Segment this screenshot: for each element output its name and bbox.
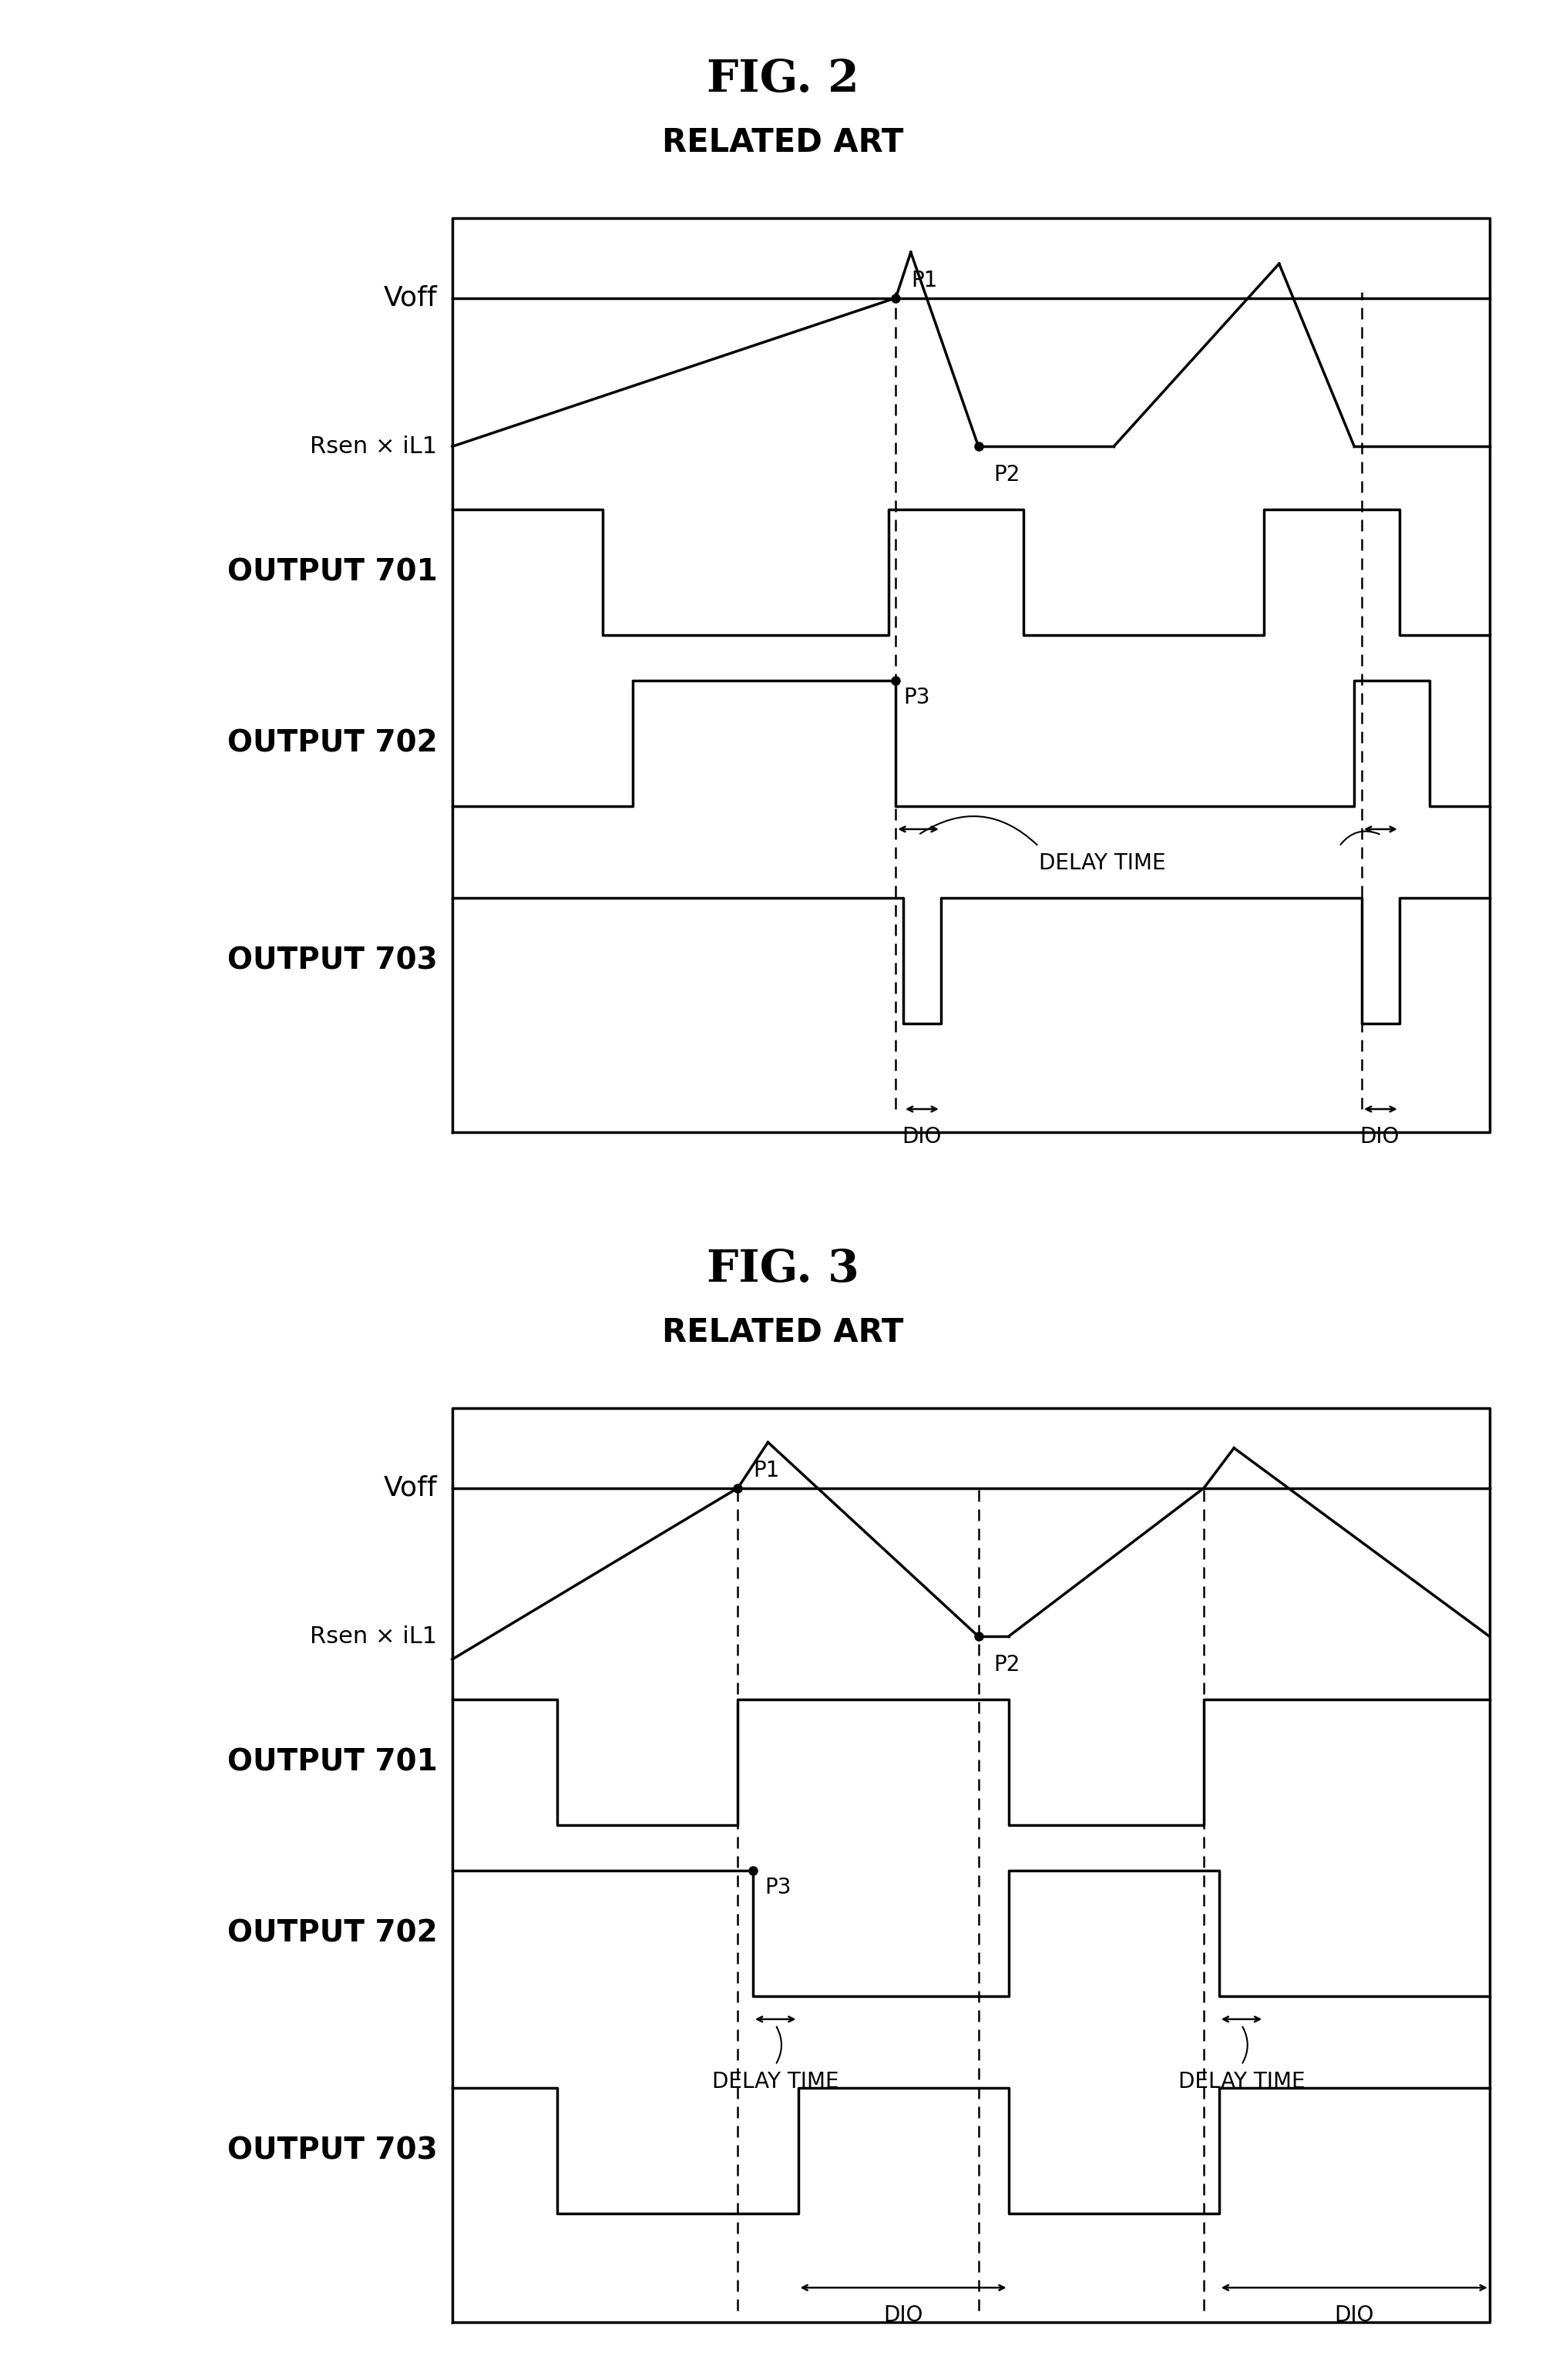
Text: RELATED ART: RELATED ART [662, 1316, 904, 1349]
Text: OUTPUT 701: OUTPUT 701 [227, 1747, 437, 1778]
Text: P3: P3 [764, 1875, 791, 1897]
Text: DELAY TIME: DELAY TIME [1038, 852, 1165, 873]
Text: OUTPUT 703: OUTPUT 703 [227, 945, 437, 976]
Text: DELAY TIME: DELAY TIME [713, 2071, 839, 2092]
Text: OUTPUT 701: OUTPUT 701 [227, 557, 437, 588]
Text: Rsen × iL1: Rsen × iL1 [310, 1626, 437, 1647]
Text: FIG. 2: FIG. 2 [706, 57, 860, 102]
Text: P3: P3 [904, 685, 930, 707]
Text: P1: P1 [911, 269, 938, 290]
Text: OUTPUT 702: OUTPUT 702 [227, 728, 437, 759]
Text: DIO: DIO [1359, 1126, 1400, 1147]
Text: Voff: Voff [384, 286, 437, 312]
Text: P1: P1 [753, 1459, 780, 1480]
Text: DIO: DIO [902, 1126, 941, 1147]
Text: DIO: DIO [883, 2304, 922, 2325]
Text: FIG. 3: FIG. 3 [706, 1247, 860, 1292]
Text: DIO: DIO [1334, 2304, 1373, 2325]
Text: OUTPUT 702: OUTPUT 702 [227, 1918, 437, 1949]
Text: P2: P2 [993, 1654, 1019, 1676]
Text: Voff: Voff [384, 1476, 437, 1502]
Text: OUTPUT 703: OUTPUT 703 [227, 2135, 437, 2166]
Text: RELATED ART: RELATED ART [662, 126, 904, 159]
Text: Rsen × iL1: Rsen × iL1 [310, 436, 437, 457]
Text: DELAY TIME: DELAY TIME [1178, 2071, 1304, 2092]
Text: P2: P2 [993, 464, 1019, 486]
